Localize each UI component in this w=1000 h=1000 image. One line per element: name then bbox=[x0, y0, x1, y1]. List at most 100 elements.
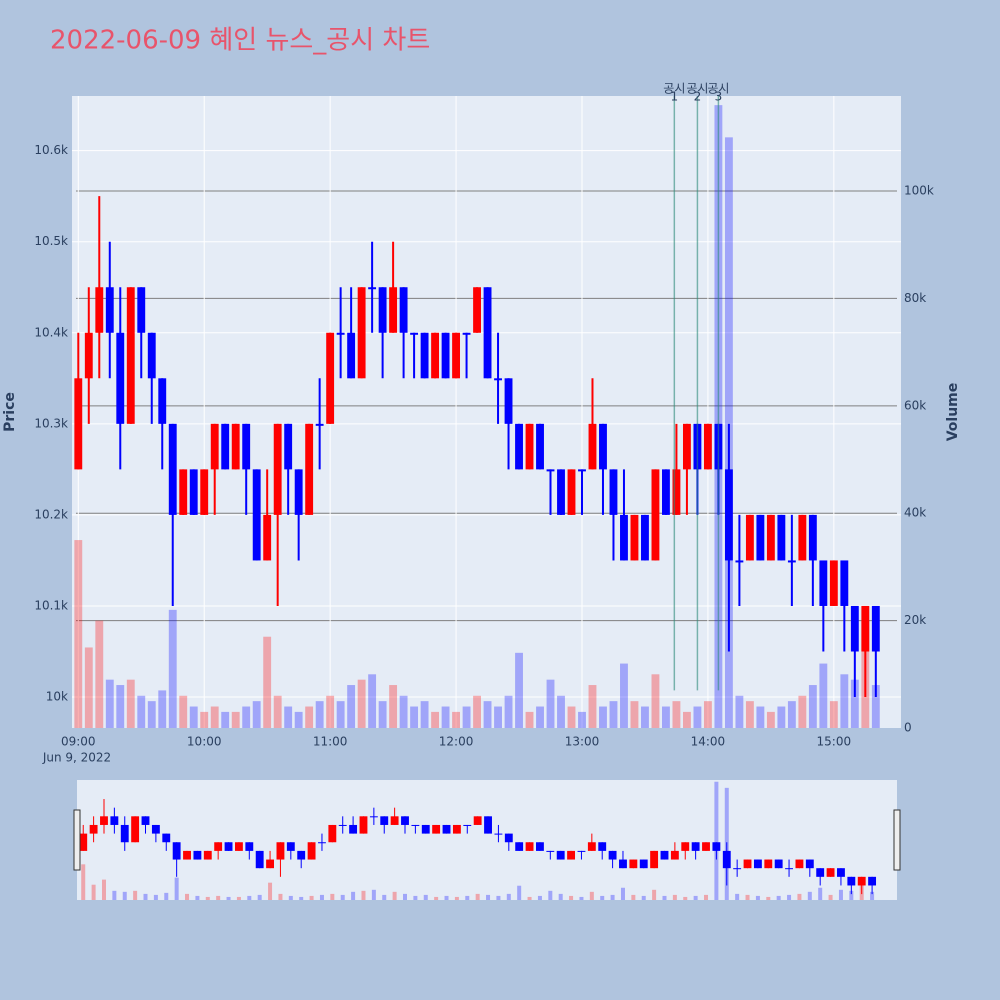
mini-volume-bar bbox=[122, 891, 127, 900]
candle-body bbox=[462, 332, 471, 335]
range-handle-right[interactable] bbox=[893, 809, 901, 871]
mini-candle-body bbox=[764, 859, 773, 869]
volume-bar bbox=[420, 701, 429, 728]
mini-candle-body bbox=[245, 842, 254, 851]
mini-candle-body bbox=[141, 816, 150, 825]
y-tick-label: 10.1k bbox=[34, 598, 68, 612]
mini-volume-bar bbox=[247, 895, 252, 900]
candle-body bbox=[179, 469, 188, 515]
mini-candle-body bbox=[504, 833, 513, 843]
volume-bar bbox=[745, 701, 754, 728]
candle-body bbox=[620, 514, 628, 561]
mini-candle-body bbox=[255, 850, 264, 869]
range-handle-left[interactable] bbox=[73, 809, 81, 871]
y2-tick-label: 20k bbox=[904, 613, 926, 627]
candle-body bbox=[850, 605, 859, 652]
candle-body bbox=[787, 560, 796, 563]
mini-volume-bar bbox=[392, 891, 397, 900]
candle-body bbox=[147, 332, 156, 379]
mini-candle-body bbox=[826, 868, 835, 877]
volume-bar bbox=[74, 540, 83, 728]
volume-bar bbox=[819, 663, 828, 728]
mini-candle-body bbox=[349, 824, 358, 834]
mini-volume-bar bbox=[558, 893, 563, 900]
candle-body bbox=[126, 287, 135, 424]
mini-volume-bar bbox=[537, 895, 542, 900]
mini-candle-body bbox=[100, 816, 108, 825]
candle-body bbox=[368, 287, 377, 290]
mini-volume-bar bbox=[745, 894, 750, 900]
candle-body bbox=[74, 378, 83, 470]
mini-volume-bar bbox=[548, 890, 553, 900]
candle-body bbox=[588, 423, 597, 470]
volume-bar bbox=[462, 706, 471, 728]
mini-volume-bar bbox=[403, 893, 407, 900]
volume-bar bbox=[871, 685, 880, 728]
mini-candle-body bbox=[494, 833, 503, 835]
mini-volume-bar bbox=[153, 894, 158, 900]
candle-body bbox=[515, 423, 523, 470]
candle-body bbox=[410, 332, 419, 335]
volume-bar bbox=[536, 706, 544, 728]
y-axis-title: Price bbox=[2, 392, 18, 432]
mini-candle-body bbox=[733, 868, 742, 870]
mini-candle-body bbox=[380, 816, 389, 825]
volume-bar bbox=[850, 679, 859, 728]
candle-body bbox=[745, 514, 754, 561]
mini-volume-bar bbox=[361, 890, 366, 900]
mini-candle-body bbox=[328, 824, 337, 843]
mini-volume-bar bbox=[101, 879, 106, 900]
mini-candle-body bbox=[266, 859, 274, 869]
mini-volume-bar bbox=[683, 896, 688, 900]
mini-candle-body bbox=[577, 850, 586, 852]
candle-body bbox=[389, 287, 398, 333]
candle-body bbox=[420, 332, 429, 379]
volume-bar bbox=[326, 695, 335, 728]
volume-bar bbox=[357, 679, 366, 728]
volume-bar bbox=[473, 695, 481, 728]
volume-bar bbox=[630, 701, 639, 728]
mini-candle-body bbox=[722, 850, 731, 869]
mini-volume-bar bbox=[454, 896, 459, 900]
mini-candle-body bbox=[484, 816, 492, 834]
mini-candle-body bbox=[608, 850, 617, 860]
y2-tick-label: 0 bbox=[904, 721, 912, 735]
volume-bar bbox=[766, 711, 775, 728]
mini-candle-body bbox=[234, 842, 243, 851]
mini-volume-bar bbox=[423, 894, 428, 900]
mini-volume-bar bbox=[195, 895, 200, 900]
mini-volume-bar bbox=[641, 895, 646, 900]
volume-bar bbox=[252, 701, 261, 728]
mini-candle-body bbox=[151, 824, 160, 834]
candle-body bbox=[210, 423, 219, 470]
volume-bar bbox=[735, 695, 744, 728]
volume-bar bbox=[703, 701, 712, 728]
volume-bar bbox=[672, 701, 681, 728]
y2-tick-label: 100k bbox=[904, 184, 934, 198]
candle-body bbox=[609, 469, 618, 515]
mini-volume-bar bbox=[610, 894, 615, 900]
y-tick-label: 10.2k bbox=[34, 507, 68, 521]
range-slider[interactable] bbox=[77, 780, 897, 900]
candle-body bbox=[84, 332, 93, 379]
volume-bar bbox=[263, 636, 272, 728]
volume-bar bbox=[294, 711, 303, 728]
mini-candle-body bbox=[795, 859, 804, 869]
mini-candle-body bbox=[172, 842, 181, 860]
x-tick-label: 13:00 bbox=[565, 735, 600, 749]
mini-volume-bar bbox=[351, 891, 356, 900]
mini-volume-bar bbox=[589, 891, 594, 900]
candle-body bbox=[829, 560, 838, 606]
volume-bar bbox=[273, 695, 282, 728]
mini-volume-bar bbox=[787, 894, 792, 900]
mini-volume-bar bbox=[475, 893, 480, 900]
mini-candle-body bbox=[525, 842, 534, 851]
volume-bar bbox=[242, 706, 251, 728]
candle-body bbox=[357, 287, 366, 379]
mini-candle-body bbox=[837, 868, 845, 877]
mini-candle-body bbox=[639, 859, 648, 869]
candle-body bbox=[724, 469, 733, 561]
candle-body bbox=[703, 423, 712, 470]
candle-body bbox=[189, 469, 198, 515]
candle-body bbox=[473, 287, 481, 333]
